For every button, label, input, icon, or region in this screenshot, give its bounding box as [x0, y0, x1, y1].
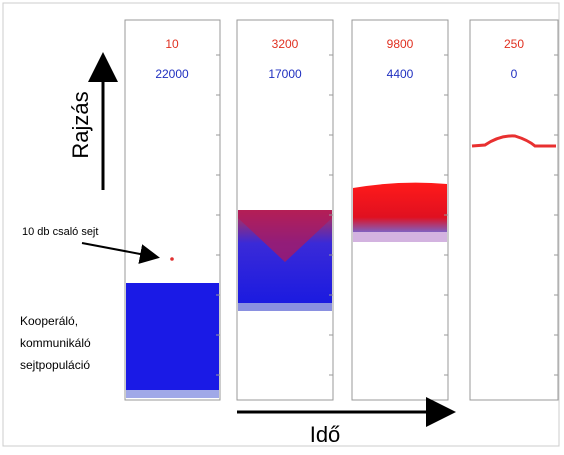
panel — [236, 19, 334, 401]
blue-count: 17000 — [268, 67, 302, 81]
population-label: kommunikáló — [20, 336, 91, 350]
panel — [469, 19, 559, 401]
population-label: sejtpopuláció — [20, 358, 90, 372]
blue-count: 4400 — [387, 67, 414, 81]
blue-count: 0 — [511, 67, 518, 81]
red-count: 3200 — [272, 37, 299, 51]
red-count: 10 — [165, 37, 179, 51]
population-label: Kooperáló, — [20, 314, 78, 328]
ticks — [216, 54, 558, 376]
panel — [124, 19, 221, 401]
cheater-label: 10 db csaló sejt — [22, 226, 98, 238]
blue-count: 22000 — [155, 67, 189, 81]
red-count: 250 — [504, 37, 524, 51]
cheater-arrow — [81, 242, 160, 264]
cheater-cell — [170, 257, 174, 261]
horizontal-label: Idő — [310, 422, 341, 447]
vertical-label: Rajzás — [68, 91, 93, 158]
panel — [351, 19, 449, 401]
red-count: 9800 — [387, 37, 414, 51]
